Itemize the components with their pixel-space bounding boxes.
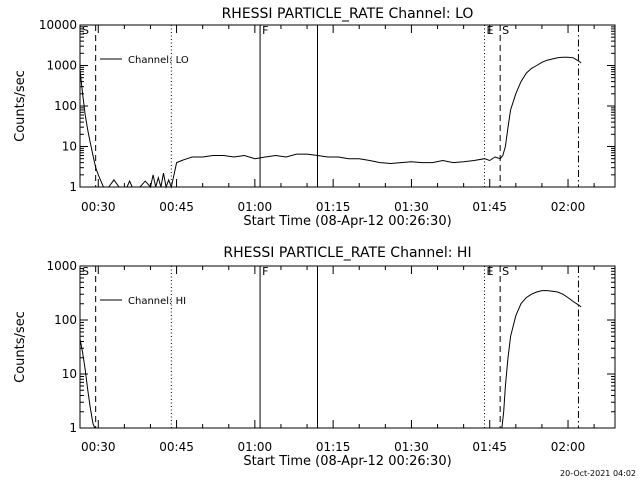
x-axis-label: Start Time (08-Apr-12 00:26:30) bbox=[243, 214, 451, 229]
y-tick-label: 10 bbox=[62, 367, 77, 381]
x-tick-label: 01:45 bbox=[472, 200, 507, 214]
x-tick-label: 01:00 bbox=[238, 200, 273, 214]
event-marker-label: E bbox=[487, 24, 494, 37]
series-line bbox=[79, 290, 582, 429]
y-axis-label: Counts/sec bbox=[13, 70, 28, 142]
chart-title: RHESSI PARTICLE_RATE Channel: LO bbox=[222, 6, 474, 22]
y-tick-label: 1000 bbox=[46, 59, 77, 73]
event-marker-label: F bbox=[262, 265, 268, 278]
legend-entry: Channel: LO bbox=[128, 55, 189, 66]
event-marker-label: S bbox=[502, 24, 509, 37]
chart-panel-lo: RHESSI PARTICLE_RATE Channel: LO 1 10 100 10… bbox=[13, 6, 616, 229]
x-tick-label: 01:30 bbox=[394, 200, 429, 214]
y-axis-label: Counts/sec bbox=[13, 311, 28, 383]
y-tick-label: 1 bbox=[69, 421, 77, 435]
series-line bbox=[79, 56, 582, 189]
x-tick-label: 02:00 bbox=[551, 440, 586, 454]
event-marker-label: S bbox=[82, 24, 89, 37]
x-tick-label: 00:30 bbox=[81, 200, 116, 214]
plot-frame bbox=[79, 265, 616, 429]
x-tick-label: 00:45 bbox=[159, 200, 194, 214]
y-tick-label: 10000 bbox=[39, 18, 77, 32]
x-tick-label: 01:00 bbox=[238, 440, 273, 454]
x-axis-label: Start Time (08-Apr-12 00:26:30) bbox=[243, 454, 451, 469]
x-tick-label: 01:30 bbox=[394, 440, 429, 454]
legend-entry: Channel: HI bbox=[128, 296, 186, 307]
event-marker-label: S bbox=[502, 265, 509, 278]
y-tick-label: 1000 bbox=[46, 259, 77, 273]
chart-panel-hi: RHESSI PARTICLE_RATE Channel: HI 1 10 100 10… bbox=[13, 245, 616, 469]
event-marker-label: E bbox=[487, 265, 494, 278]
x-tick-label: 02:00 bbox=[551, 200, 586, 214]
x-tick-label: 00:30 bbox=[81, 440, 116, 454]
x-tick-label: 00:45 bbox=[159, 440, 194, 454]
x-tick-label: 01:15 bbox=[316, 440, 351, 454]
y-tick-label: 10 bbox=[62, 140, 77, 154]
y-tick-label: 100 bbox=[54, 99, 77, 113]
plot-frame bbox=[79, 24, 616, 188]
event-marker-label: F bbox=[262, 24, 268, 37]
timestamp-stamp: 20-Oct-2021 04:02 bbox=[560, 469, 636, 478]
y-tick-label: 1 bbox=[69, 180, 77, 194]
chart-title: RHESSI PARTICLE_RATE Channel: HI bbox=[223, 245, 471, 261]
x-tick-label: 01:45 bbox=[472, 440, 507, 454]
y-tick-label: 100 bbox=[54, 313, 77, 327]
event-marker-label: S bbox=[82, 265, 89, 278]
x-tick-label: 01:15 bbox=[316, 200, 351, 214]
